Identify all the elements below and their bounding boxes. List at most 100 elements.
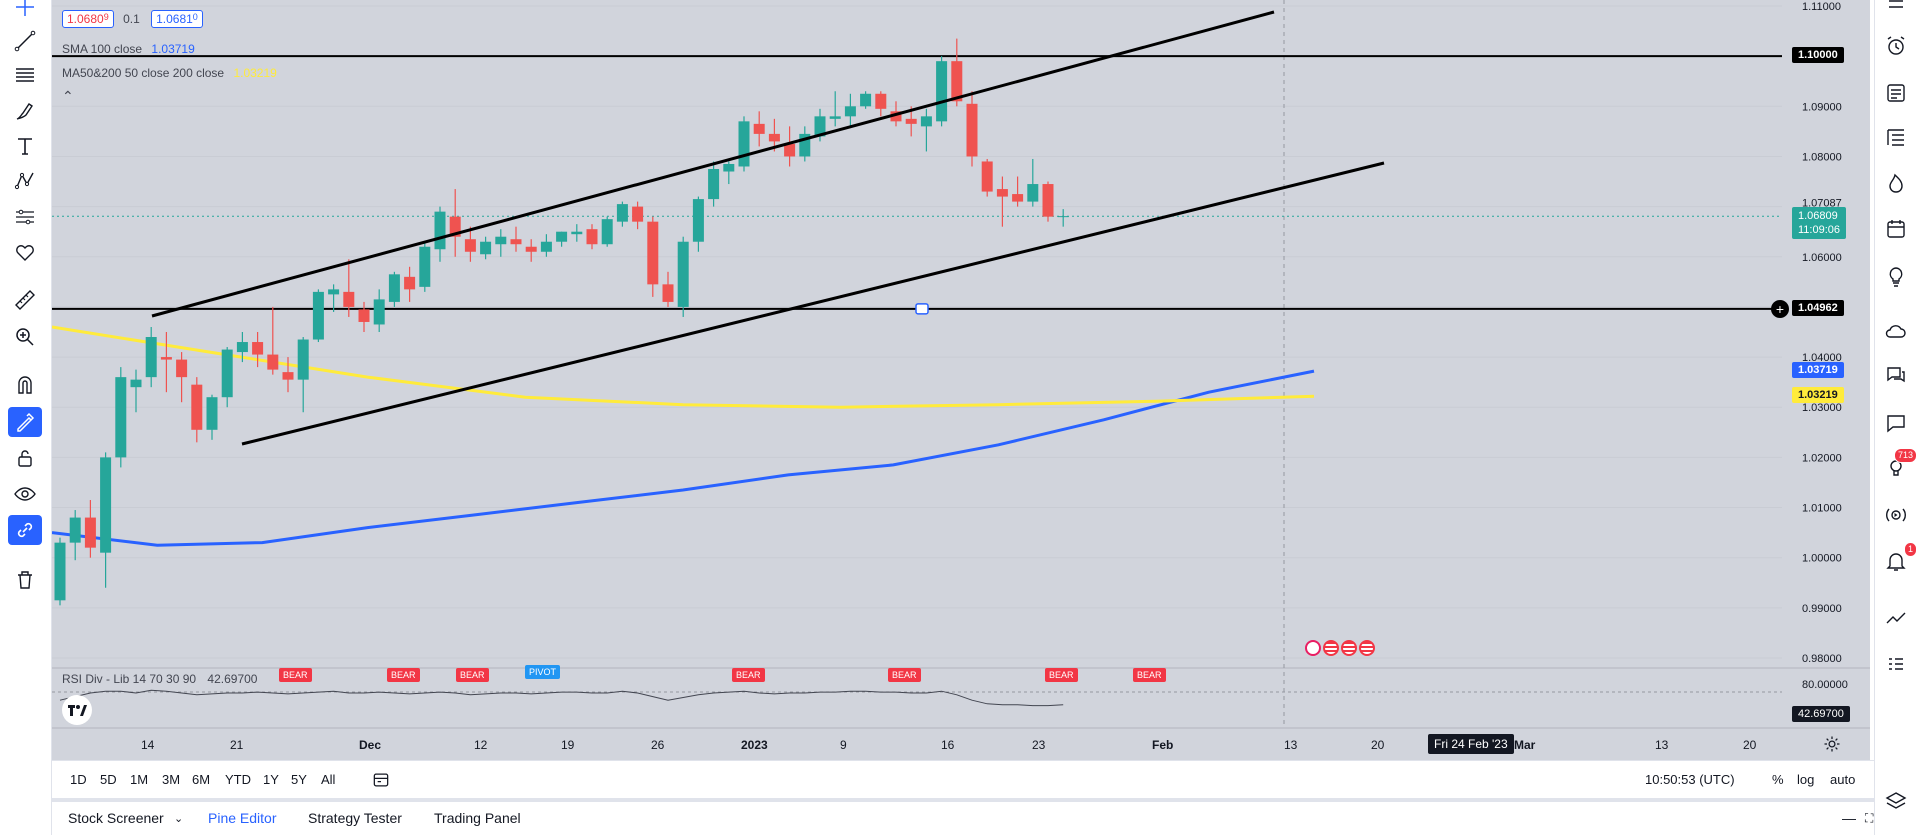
percent-scale-toggle[interactable]: % xyxy=(1772,772,1784,787)
collapse-legend-chevron-icon[interactable]: ⌃ xyxy=(62,88,74,104)
trend-line-icon[interactable] xyxy=(8,26,42,56)
magnet-icon[interactable] xyxy=(8,370,42,400)
price-chart-canvas[interactable]: 1.11000 1.10000 1.09000 1.08000 1.07087 1.060… xyxy=(52,0,1870,760)
us-flag-event-icon[interactable] xyxy=(1323,640,1339,656)
live-stream-icon[interactable] xyxy=(1881,500,1911,530)
trash-icon[interactable] xyxy=(8,565,42,595)
us-flag-event-icon-2[interactable] xyxy=(1341,640,1357,656)
price-tick: 1.09000 xyxy=(1802,101,1842,113)
candle-bull xyxy=(69,517,81,543)
maximize-panel-icon[interactable]: ⛶ xyxy=(1865,811,1874,825)
candle-bull xyxy=(692,199,704,242)
crosshair-icon[interactable] xyxy=(8,0,42,22)
eye-icon[interactable] xyxy=(8,479,42,509)
watchlist-icon[interactable] xyxy=(1881,0,1911,16)
auto-scale-toggle[interactable]: auto xyxy=(1830,772,1856,787)
us-flag-event-icon-3[interactable] xyxy=(1359,640,1375,656)
range-button-all[interactable]: All xyxy=(321,772,336,787)
add-alert-plus-icon[interactable]: + xyxy=(1771,299,1789,318)
prediction-icon[interactable] xyxy=(8,202,42,232)
cloud-streams-icon[interactable] xyxy=(1881,316,1911,346)
rsi-legend[interactable]: RSI Div - Lib 14 70 30 90 42.69700 xyxy=(62,672,257,686)
text-tool-icon[interactable] xyxy=(8,131,42,161)
stock-screener-chevron-icon[interactable]: ⌄ xyxy=(174,813,184,825)
time-tick: 12 xyxy=(474,738,488,752)
calendar-icon[interactable] xyxy=(1881,214,1911,244)
ruler-icon[interactable] xyxy=(8,285,42,315)
price-tick: 1.07087 xyxy=(1802,197,1842,209)
candle-bull xyxy=(677,241,689,307)
range-button-1d[interactable]: 1D xyxy=(70,772,87,787)
chats-icon[interactable] xyxy=(1881,360,1911,390)
link-icon[interactable] xyxy=(8,515,42,545)
chart-pane[interactable]: 1.11000 1.10000 1.09000 1.08000 1.07087 1.060… xyxy=(52,0,1870,760)
favorites-heart-icon[interactable] xyxy=(8,237,42,267)
time-tick: Mar xyxy=(1514,738,1536,752)
range-button-6m[interactable]: 6M xyxy=(192,772,211,787)
rsi-value: 42.69700 xyxy=(207,672,258,686)
candle-bull xyxy=(115,377,127,458)
ideas-lightbulb-icon[interactable] xyxy=(1881,262,1911,292)
bid-ask-legend: 1.06809 0.1 1.06810 xyxy=(62,10,209,28)
candle-bear xyxy=(966,103,978,157)
chart-settings-gear-icon[interactable] xyxy=(1822,734,1842,754)
lock-icon[interactable] xyxy=(8,443,42,473)
bid-price-box[interactable]: 1.06809 xyxy=(62,10,114,28)
range-button-ytd[interactable]: YTD xyxy=(225,772,251,787)
ma-legend[interactable]: MA50&200 50 close 200 close 1.03219 xyxy=(62,66,277,80)
news-icon[interactable] xyxy=(1881,78,1911,108)
hotlists-flame-icon[interactable] xyxy=(1881,168,1911,198)
candle-bull xyxy=(738,121,750,167)
candle-bull xyxy=(236,342,248,353)
log-scale-toggle[interactable]: log xyxy=(1797,772,1815,787)
candle-bull xyxy=(936,61,948,122)
dividend-event-icon[interactable] xyxy=(1305,640,1321,656)
tradingview-logo[interactable] xyxy=(62,695,92,725)
ask-price-box[interactable]: 1.06810 xyxy=(151,10,203,28)
candle-bull xyxy=(708,169,720,200)
time-tick: 14 xyxy=(141,738,155,752)
range-button-5d[interactable]: 5D xyxy=(100,772,117,787)
candle-bear xyxy=(1012,194,1024,202)
range-button-3m[interactable]: 3M xyxy=(162,772,181,787)
dom-icon[interactable] xyxy=(1881,650,1911,680)
range-button-5y[interactable]: 5Y xyxy=(291,772,307,787)
trend-chevron-icon[interactable] xyxy=(1881,604,1911,634)
price-tick: 1.04000 xyxy=(1802,352,1842,364)
alarm-clock-icon[interactable] xyxy=(1881,31,1911,61)
sma-legend[interactable]: SMA 100 close 1.03719 xyxy=(62,42,195,56)
candle-bear xyxy=(951,61,963,102)
messages-icon[interactable] xyxy=(1881,408,1911,438)
minimize-panel-icon[interactable]: — xyxy=(1842,810,1856,826)
notifications-bell-icon[interactable]: 1 xyxy=(1881,542,1916,576)
rsi-bear-tag: BEAR xyxy=(1133,668,1166,682)
events-flag-icons[interactable] xyxy=(1305,640,1375,656)
tab-stock-screener[interactable]: Stock Screener xyxy=(68,810,164,826)
layers-icon[interactable] xyxy=(1881,786,1911,816)
tab-trading-panel[interactable]: Trading Panel xyxy=(434,810,521,826)
candle-bull xyxy=(601,219,613,245)
range-button-1m[interactable]: 1M xyxy=(130,772,149,787)
fib-retracement-icon[interactable] xyxy=(8,60,42,90)
object-tree-icon[interactable] xyxy=(1881,122,1911,152)
sma-price-badge: 1.03719 xyxy=(1792,362,1844,379)
stay-in-drawing-mode-icon[interactable] xyxy=(8,407,42,437)
brush-icon[interactable] xyxy=(8,96,42,126)
tab-pine-editor[interactable]: Pine Editor xyxy=(208,810,277,826)
level-2-price-badge: 1.04962 xyxy=(1792,299,1844,316)
alerts-count-badge: 1 xyxy=(1903,542,1916,557)
candle-bear xyxy=(252,342,264,355)
sma-100-line xyxy=(52,369,1315,547)
tab-strategy-tester[interactable]: Strategy Tester xyxy=(308,810,402,826)
price-tick: 1.08000 xyxy=(1802,151,1842,163)
candle-bull xyxy=(145,337,157,378)
ideas-stream-icon[interactable]: 713 xyxy=(1881,448,1916,482)
pattern-icon[interactable] xyxy=(8,166,42,196)
go-to-date-icon[interactable] xyxy=(371,770,391,790)
range-button-1y[interactable]: 1Y xyxy=(263,772,279,787)
zoom-in-icon[interactable] xyxy=(8,322,42,352)
candle-bear xyxy=(404,276,416,290)
time-tick: 16 xyxy=(941,738,955,752)
candle-bear xyxy=(358,309,370,322)
utc-clock[interactable]: 10:50:53 (UTC) xyxy=(1645,772,1735,787)
